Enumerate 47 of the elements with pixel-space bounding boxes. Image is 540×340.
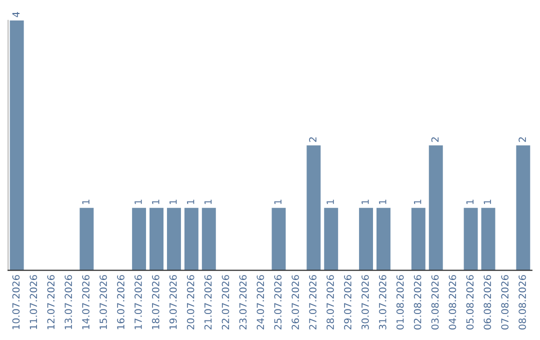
data-label: 2 <box>518 137 526 142</box>
x-tick-label: 12.07.2026 <box>47 275 55 330</box>
x-tick-label: 26.07.2026 <box>292 275 300 330</box>
x-tick-label: 13.07.2026 <box>64 275 72 330</box>
x-tick-label: 21.07.2026 <box>204 275 212 330</box>
x-tick-label: 14.07.2026 <box>82 275 90 330</box>
data-label: 1 <box>414 200 422 204</box>
x-tick-label: 04.08.2026 <box>448 275 456 330</box>
x-tick-label: 31.07.2026 <box>378 275 386 330</box>
x-tick-label: 16.07.2026 <box>117 275 124 330</box>
x-tick-label: 08.08.2026 <box>518 275 526 330</box>
x-tick-label: 28.07.2026 <box>326 275 334 330</box>
data-label: 1 <box>326 200 334 204</box>
x-tick-label: 11.07.2026 <box>30 275 38 330</box>
x-tick-label: 03.08.2026 <box>431 275 439 330</box>
data-label: 1 <box>274 200 282 204</box>
data-label: 1 <box>379 200 386 204</box>
data-label: 1 <box>204 200 212 204</box>
x-tick-label: 15.07.2026 <box>100 275 107 330</box>
x-tick-label: 01.08.2026 <box>396 275 404 330</box>
data-label: 1 <box>187 200 194 204</box>
data-label: 1 <box>82 200 90 204</box>
x-tick-label: 19.07.2026 <box>169 275 177 330</box>
x-tick-label: 10.07.2026 <box>12 275 20 330</box>
x-tick-label: 07.08.2026 <box>501 275 509 330</box>
x-tick-label: 05.08.2026 <box>466 275 474 330</box>
x-tick-label: 17.07.2026 <box>134 275 142 330</box>
x-tick-label: 18.07.2026 <box>152 275 160 330</box>
x-tick-label: 20.07.2026 <box>186 275 194 330</box>
x-tick-label: 30.07.2026 <box>361 275 369 330</box>
data-label: 1 <box>152 200 160 204</box>
data-label: 1 <box>362 200 369 204</box>
x-tick-label: 29.07.2026 <box>344 275 352 330</box>
x-tick-label: 23.07.2026 <box>239 275 247 330</box>
data-label: 2 <box>431 137 439 142</box>
x-tick-label: 27.07.2026 <box>309 275 316 330</box>
x-tick-label: 25.07.2026 <box>274 275 282 330</box>
x-tick-label: 22.07.2026 <box>222 275 230 330</box>
x-tick-label: 24.07.2026 <box>256 275 264 330</box>
data-label: 1 <box>484 200 491 204</box>
data-label: 4 <box>12 12 20 18</box>
x-tick-label: 02.08.2026 <box>414 275 422 330</box>
data-label: 1 <box>134 200 142 204</box>
data-label: 2 <box>309 137 316 142</box>
x-tick-label: 06.08.2026 <box>484 275 492 330</box>
data-label: 1 <box>170 200 177 204</box>
data-label: 1 <box>466 200 474 204</box>
